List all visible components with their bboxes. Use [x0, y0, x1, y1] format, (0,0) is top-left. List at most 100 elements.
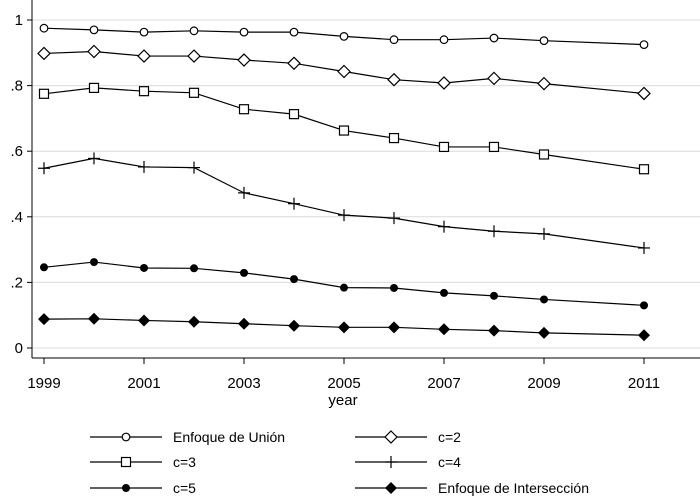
legend-label: c=5: [173, 480, 196, 496]
data-point: [290, 275, 298, 284]
y-tick-label: .6: [10, 143, 23, 160]
data-point: [138, 314, 150, 327]
data-point: [388, 212, 400, 225]
series-1: [39, 23, 649, 49]
legend-label: Enfoque de Unión: [173, 429, 285, 445]
data-point: [337, 64, 351, 79]
legend-marker: [384, 430, 398, 444]
legend-item: c=3: [90, 454, 196, 470]
legend-marker: [122, 484, 130, 492]
data-point: [37, 46, 51, 61]
data-point: [639, 40, 649, 49]
legend-item: Enfoque de Unión: [90, 429, 285, 445]
data-point: [238, 104, 250, 115]
data-point: [87, 44, 101, 59]
data-point: [638, 241, 650, 254]
data-point: [490, 291, 498, 300]
series-5: [40, 258, 648, 310]
data-point: [487, 71, 501, 86]
plot-area: [32, 0, 700, 358]
data-point: [340, 283, 348, 292]
axes: 0 .2 .4 .6 .8 1 1999 2001 2003 2005 2007 2009 2011: [10, 0, 700, 392]
legend-marker: [120, 456, 132, 468]
data-point: [638, 164, 650, 175]
legend-label: c=3: [173, 454, 196, 470]
data-point: [38, 313, 50, 326]
x-tick-label: 2007: [427, 375, 460, 392]
data-point: [338, 209, 350, 222]
legend-item: c=2: [355, 429, 461, 445]
data-point: [90, 258, 98, 267]
x-tick-label: 2009: [527, 375, 560, 392]
data-point: [289, 27, 299, 37]
y-tick-label: 0: [15, 340, 23, 357]
y-tick-label: .2: [10, 274, 23, 291]
series-6: [38, 312, 650, 342]
data-point: [438, 323, 450, 336]
data-point: [437, 76, 451, 90]
data-point: [538, 227, 550, 240]
legend-label: c=2: [438, 429, 461, 445]
data-point: [288, 197, 300, 210]
series-line: [43, 27, 645, 46]
data-point: [238, 317, 250, 330]
data-point: [138, 86, 150, 97]
data-point: [489, 33, 499, 43]
series-3: [38, 82, 650, 175]
data-point: [440, 288, 448, 297]
x-tick-label: 2011: [628, 375, 660, 392]
data-point: [438, 141, 450, 153]
data-point: [188, 161, 200, 174]
legend-item: c=5: [90, 480, 196, 496]
x-tick-label: 2001: [127, 375, 160, 392]
x-tick-label: 2005: [327, 375, 360, 392]
data-point: [540, 295, 548, 304]
series-line: [43, 157, 645, 249]
data-point: [189, 26, 199, 36]
data-point: [139, 27, 149, 37]
data-point: [339, 32, 349, 41]
data-point: [638, 329, 650, 342]
data-point: [637, 86, 651, 101]
data-point: [538, 326, 550, 339]
legend-marker: [385, 482, 397, 494]
data-point: [387, 72, 401, 87]
legend-item: c=4: [355, 454, 461, 470]
data-point: [539, 36, 549, 46]
data-point: [488, 225, 500, 238]
data-point: [640, 301, 648, 310]
legend-marker: [385, 456, 397, 468]
x-axis-title: year: [328, 392, 357, 409]
series-line: [43, 50, 645, 95]
y-tick-label: .8: [10, 78, 23, 95]
x-tick-label: 2003: [227, 375, 260, 392]
data-point: [338, 321, 350, 334]
data-point: [338, 125, 350, 136]
data-point: [538, 149, 550, 160]
data-point: [390, 283, 398, 292]
data-point: [388, 321, 400, 334]
data-point: [239, 27, 249, 37]
data-point: [288, 319, 300, 332]
series-group: [37, 23, 651, 342]
data-point: [40, 263, 48, 272]
series-4: [38, 152, 650, 254]
data-point: [488, 141, 500, 153]
y-tick-label: 1: [15, 12, 23, 29]
legend-label: c=4: [438, 454, 461, 470]
data-point: [88, 152, 100, 165]
data-point: [138, 160, 150, 173]
legend-label: Enfoque de Intersección: [438, 480, 589, 496]
data-point: [439, 35, 449, 45]
data-point: [537, 76, 551, 91]
legend-marker: [121, 432, 131, 442]
data-point: [288, 109, 300, 120]
data-point: [389, 35, 399, 45]
data-point: [39, 23, 49, 33]
x-tick-label: 1999: [27, 375, 60, 392]
data-point: [188, 87, 200, 98]
series-line: [43, 318, 645, 336]
data-point: [38, 88, 50, 99]
series-line: [43, 261, 645, 306]
data-point: [140, 263, 148, 272]
